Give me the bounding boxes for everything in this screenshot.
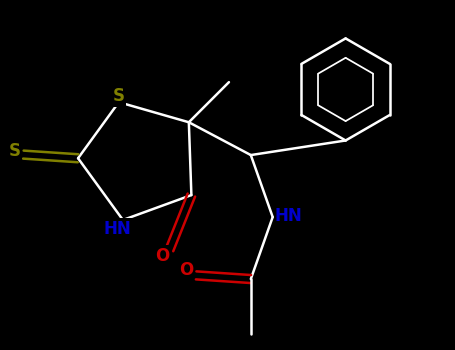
Text: S: S: [9, 142, 20, 160]
Text: O: O: [155, 247, 169, 265]
Text: O: O: [179, 260, 193, 279]
Text: HN: HN: [275, 206, 303, 225]
Text: HN: HN: [103, 220, 131, 238]
Text: S: S: [113, 88, 125, 105]
